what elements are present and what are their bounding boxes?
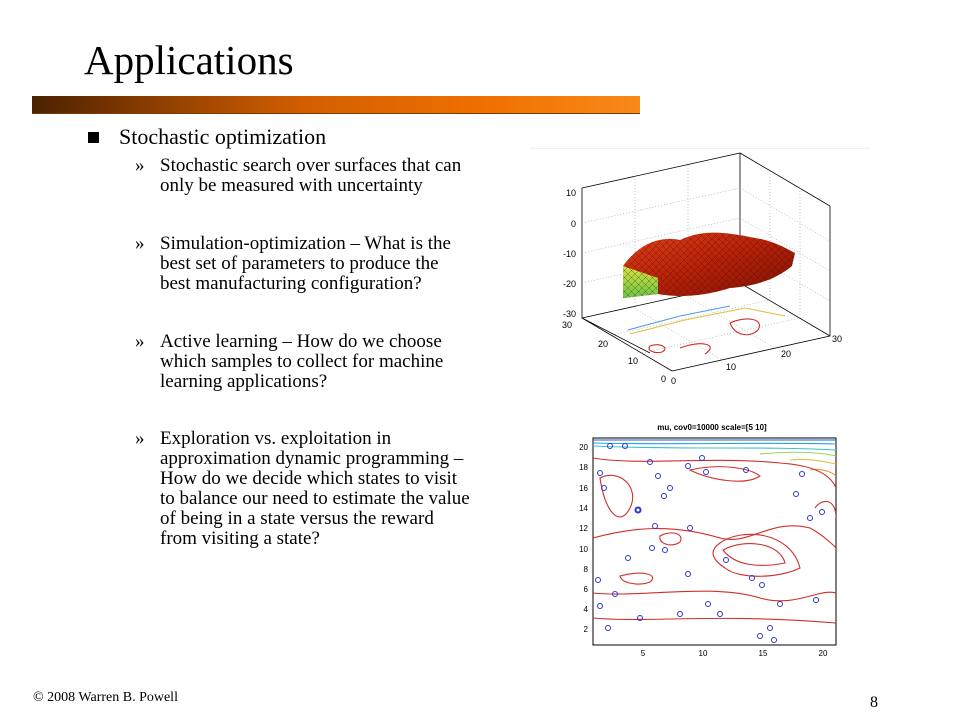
sample-point xyxy=(767,625,773,631)
sub-item-text: Stochastic search over surfaces that can… xyxy=(160,155,462,196)
y-tick-label: 8 xyxy=(584,565,589,574)
sample-point xyxy=(612,591,618,597)
sample-point xyxy=(793,491,799,497)
sample-point xyxy=(777,601,783,607)
x-axis-tick-label: 0 xyxy=(671,376,676,386)
y-axis-tick-label: 10 xyxy=(628,356,638,366)
sample-point xyxy=(677,611,683,617)
sample-point xyxy=(703,469,709,475)
z-tick-label: -20 xyxy=(563,279,576,289)
y-tick-label: 4 xyxy=(584,605,589,614)
sample-point xyxy=(595,577,601,583)
x-tick-label: 5 xyxy=(641,649,646,658)
sample-point xyxy=(749,575,755,581)
sample-point xyxy=(771,637,777,643)
sample-point xyxy=(597,470,603,476)
y-tick-label: 14 xyxy=(579,504,588,513)
sample-point xyxy=(662,547,668,553)
sample-point xyxy=(637,615,643,621)
sample-point xyxy=(661,493,667,499)
y-axis-tick-label: 20 xyxy=(598,339,608,349)
sample-point xyxy=(622,443,628,449)
slide-title: Applications xyxy=(84,37,294,83)
sub-item-text: Simulation-optimization – What is the be… xyxy=(160,233,451,294)
sub-item-marker: » xyxy=(135,155,145,176)
sample-point xyxy=(819,509,825,515)
sub-item-marker: » xyxy=(135,428,145,449)
x-axis-tick-label: 20 xyxy=(781,349,791,359)
sample-point xyxy=(625,555,631,561)
x-axis-tick-label: 10 xyxy=(726,362,736,372)
sample-point xyxy=(759,582,765,588)
y-axis-tick-label: 30 xyxy=(562,320,572,330)
sample-point xyxy=(605,625,611,631)
sample-point xyxy=(667,485,673,491)
sample-point xyxy=(647,459,653,465)
y-axis-tick-label: 0 xyxy=(661,374,666,384)
y-tick-label: 2 xyxy=(584,625,589,634)
square-bullet-icon xyxy=(88,132,99,143)
z-tick-label: 10 xyxy=(566,188,576,198)
x-tick-label: 15 xyxy=(759,649,768,658)
sample-point xyxy=(649,545,655,551)
sample-point xyxy=(685,571,691,577)
sample-point xyxy=(699,455,705,461)
y-tick-label: 12 xyxy=(579,524,588,533)
sample-point xyxy=(717,611,723,617)
sample-point xyxy=(687,525,693,531)
sample-point xyxy=(597,603,603,609)
sample-point xyxy=(685,463,691,469)
y-tick-label: 18 xyxy=(579,463,588,472)
z-tick-label: 0 xyxy=(571,219,576,229)
y-tick-label: 10 xyxy=(579,545,588,554)
sub-item-marker: » xyxy=(135,233,145,254)
sample-point xyxy=(813,597,819,603)
sample-point xyxy=(652,523,658,529)
sample-point xyxy=(743,467,749,473)
sample-point xyxy=(601,485,607,491)
sample-point xyxy=(607,443,613,449)
sub-item-marker: » xyxy=(135,331,145,352)
title-underline-bar xyxy=(32,96,640,114)
copyright-footer: © 2008 Warren B. Powell xyxy=(33,690,178,705)
page-number: 8 xyxy=(870,694,878,711)
z-tick-label: -30 xyxy=(563,309,576,319)
y-tick-label: 20 xyxy=(579,443,588,452)
sample-point xyxy=(655,473,661,479)
x-tick-label: 10 xyxy=(699,649,708,658)
z-tick-label: -10 xyxy=(563,249,576,259)
sample-point xyxy=(723,557,729,563)
y-tick-label: 6 xyxy=(584,585,589,594)
main-bullet-text: Stochastic optimization xyxy=(119,124,327,149)
x-tick-label: 20 xyxy=(819,649,828,658)
y-tick-label: 16 xyxy=(579,484,588,493)
sample-point xyxy=(634,506,642,514)
sample-point xyxy=(799,471,805,477)
sample-point xyxy=(807,515,813,521)
sub-item-text: Active learning – How do we choose which… xyxy=(160,331,444,392)
contour-plot-title: mu, cov0=10000 scale=[5 10] xyxy=(657,423,767,432)
sample-point xyxy=(757,633,763,639)
x-axis-tick-label: 30 xyxy=(832,334,842,344)
contour-plot: mu, cov0=10000 scale=[5 10] xyxy=(579,423,837,658)
sample-point xyxy=(705,601,711,607)
sub-item-text: Exploration vs. exploitation in approxim… xyxy=(160,428,470,549)
surface-plot-3d: 10 0 -10 -20 -30 30 20 10 0 0 10 20 30 xyxy=(530,148,870,386)
